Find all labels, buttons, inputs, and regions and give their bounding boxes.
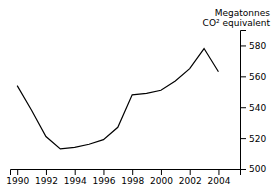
y-label-line: Megatonnes [215,8,271,18]
y-label: MegatonnesCO² equivalent [203,8,271,28]
x-tick: 1994 [64,169,87,186]
y-tick-label: 560 [249,72,266,82]
x-tick: 2004 [207,169,230,186]
x-tick: 2002 [179,169,202,186]
x-tick-label: 2002 [179,176,202,186]
chart-container: 1990 1992 1994 1996 1998 2000 2002 2004 500 520 54… [0,0,272,189]
plot-area [17,49,218,149]
x-tick-mark [103,169,104,175]
x-axis-line [11,170,241,176]
x-tick-mark [46,169,47,175]
x-tick-label: 1994 [64,176,87,186]
x-tick-mark [132,169,133,175]
y-tick-mark [240,138,246,139]
x-tick-label: 2004 [207,176,230,186]
x-tick-label: 1992 [35,176,58,186]
chart-svg: 1990 1992 1994 1996 1998 2000 2002 2004 500 520 54… [0,0,272,189]
x-tick: 2000 [150,169,173,186]
x-tick-label: 2000 [150,176,173,186]
y-tick-mark [240,107,246,108]
x-tick-label: 1998 [121,176,144,186]
y-tick-mark [240,45,246,46]
y-axis-line [241,31,247,170]
x-tick: 1998 [121,169,144,186]
y-tick: 540 [240,103,266,113]
y-label-line: CO² equivalent [203,18,271,28]
x-tick: 1990 [6,169,29,186]
y-tick: 520 [240,133,266,143]
x-tick-mark [218,169,219,175]
y-tick: 500 [240,164,266,174]
x-tick-mark [75,169,76,175]
x-axis: 1990 1992 1994 1996 1998 2000 2002 2004 [6,169,240,186]
x-tick-mark [161,169,162,175]
x-tick: 1996 [92,169,115,186]
y-tick-mark [240,76,246,77]
line [17,49,218,149]
x-tick: 1992 [35,169,58,186]
y-tick-mark [240,169,246,170]
y-tick-label: 520 [249,133,266,143]
y-tick: 560 [240,72,266,82]
x-tick-mark [190,169,191,175]
y-tick: 580 [240,41,266,51]
x-tick-mark [17,169,18,175]
y-tick-label: 500 [249,164,266,174]
y-tick-label: 540 [249,103,266,113]
y-axis: 500 520 540 560 580 [240,31,266,175]
x-tick-label: 1990 [6,176,29,186]
x-tick-label: 1996 [92,176,115,186]
y-tick-label: 580 [249,41,266,51]
